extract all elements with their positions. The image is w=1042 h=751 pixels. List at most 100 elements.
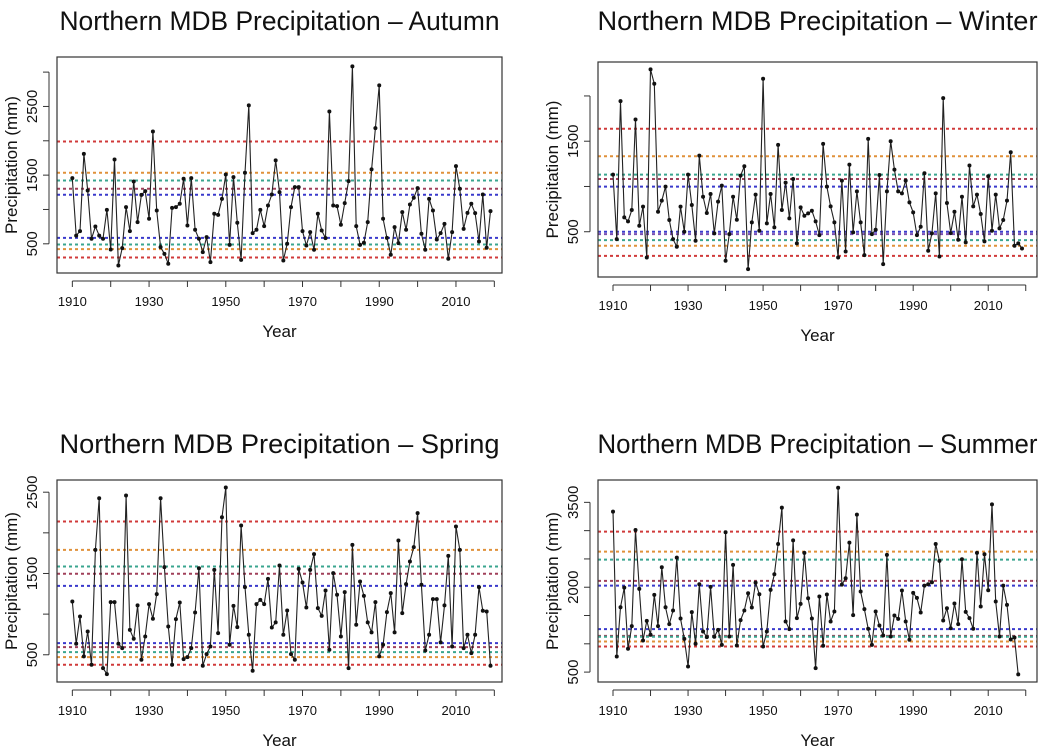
data-point	[963, 609, 968, 614]
data-point	[476, 585, 481, 590]
data-point	[637, 586, 642, 591]
data-point	[312, 552, 317, 557]
data-point	[81, 151, 86, 156]
data-point	[817, 594, 822, 599]
x-tick-label: 2010	[974, 298, 1003, 313]
data-point	[120, 646, 125, 651]
data-point	[633, 527, 638, 532]
data-point	[791, 176, 796, 181]
data-point	[93, 224, 98, 229]
data-point	[641, 204, 646, 209]
data-point	[978, 211, 983, 216]
x-axis-label: Year	[800, 326, 835, 345]
data-point	[127, 229, 132, 234]
data-point	[208, 644, 213, 649]
data-point	[216, 631, 221, 636]
data-point	[839, 178, 844, 183]
data-point	[869, 232, 874, 237]
data-point	[986, 588, 991, 593]
data-point	[731, 194, 736, 199]
data-point	[926, 248, 931, 253]
x-tick-label: 1970	[824, 703, 853, 718]
data-point	[338, 222, 343, 227]
plot-frame	[56, 479, 503, 683]
data-point	[292, 185, 297, 190]
data-point	[465, 632, 470, 637]
data-point	[682, 636, 687, 641]
chart-title: Northern MDB Precipitation – Summer	[598, 429, 1038, 459]
data-point	[453, 524, 458, 529]
data-point	[258, 207, 263, 212]
data-point	[753, 192, 758, 197]
data-point	[185, 223, 190, 228]
data-point	[273, 158, 278, 163]
y-axis-label: Precipitation (mm)	[2, 512, 21, 650]
data-point	[423, 648, 428, 653]
data-point	[131, 179, 136, 184]
x-tick-label: 1910	[58, 294, 87, 309]
y-axis-label: Precipitation (mm)	[543, 512, 562, 650]
data-point	[941, 96, 946, 101]
data-point	[216, 212, 221, 217]
data-point	[903, 178, 908, 183]
data-point	[884, 189, 889, 194]
data-point	[93, 547, 98, 552]
data-point	[899, 191, 904, 196]
x-tick-label: 1930	[674, 703, 703, 718]
data-point	[227, 242, 232, 247]
data-point	[839, 582, 844, 587]
panel-summer: Northern MDB Precipitation – Summer 1910 1…	[543, 429, 1038, 750]
data-point	[300, 229, 305, 234]
data-point	[674, 244, 679, 249]
data-point	[116, 263, 121, 268]
data-point	[158, 245, 163, 250]
y-tick-label: 1500	[24, 557, 41, 590]
data-point	[89, 662, 94, 667]
data-point	[641, 638, 646, 643]
data-point	[768, 587, 773, 592]
data-point	[338, 634, 343, 639]
data-point	[888, 139, 893, 144]
data-point	[154, 208, 159, 213]
y-tick-label: 500	[565, 660, 582, 685]
data-point	[866, 626, 871, 631]
data-point	[693, 238, 698, 243]
plot-frame	[597, 61, 1038, 278]
data-point	[108, 247, 113, 252]
data-point	[836, 485, 841, 490]
data-point	[273, 620, 278, 625]
data-point	[907, 637, 912, 642]
data-point	[335, 204, 340, 209]
data-point	[948, 626, 953, 631]
data-point	[764, 221, 769, 226]
x-tick-label: 1970	[288, 703, 317, 718]
data-point	[85, 629, 90, 634]
data-point	[277, 563, 282, 568]
x-tick-label: 2010	[974, 703, 1003, 718]
data-point	[250, 231, 255, 236]
data-point	[757, 228, 762, 233]
data-point	[1008, 150, 1013, 155]
data-point	[196, 566, 201, 571]
data-point	[323, 588, 328, 593]
data-point	[392, 630, 397, 635]
data-point	[892, 613, 897, 618]
data-point	[97, 233, 102, 238]
data-point	[738, 618, 743, 623]
data-point	[235, 625, 240, 630]
data-point	[911, 210, 916, 215]
data-point	[473, 211, 478, 216]
data-point	[997, 634, 1002, 639]
data-point	[381, 216, 386, 221]
data-point	[265, 203, 270, 208]
data-point	[461, 226, 466, 231]
data-point	[858, 220, 863, 225]
data-point	[854, 512, 859, 517]
data-point	[246, 632, 251, 637]
chart-title: Northern MDB Precipitation – Winter	[598, 6, 1038, 36]
data-point	[851, 230, 856, 235]
data-point	[779, 208, 784, 213]
data-point	[315, 211, 320, 216]
panel-spring: Northern MDB Precipitation – Spring 1910 1…	[2, 429, 503, 750]
x-tick-label: 1990	[899, 298, 928, 313]
